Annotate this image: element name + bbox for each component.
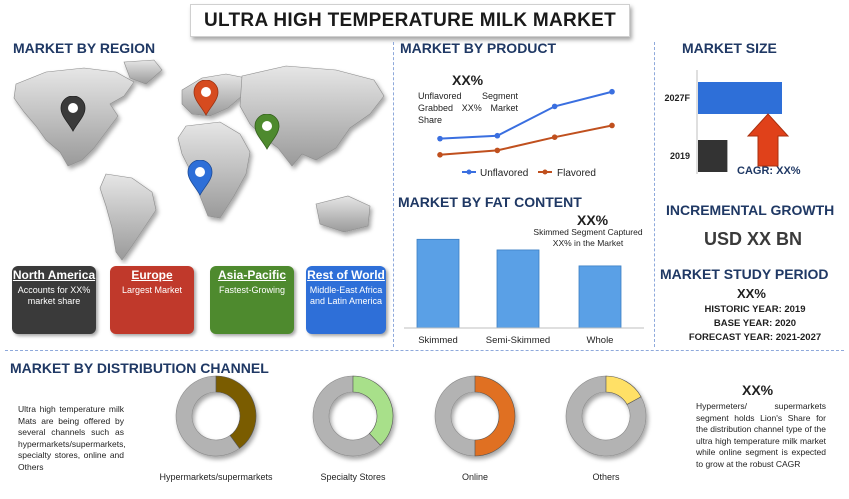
continent-australia: [315, 195, 371, 233]
distribution-intro: Ultra high temperature milk Mats are bei…: [18, 404, 126, 472]
product-line-chart: Unflavored Flavored: [437, 88, 615, 179]
region-desc: Fastest-Growing: [218, 284, 286, 295]
tick-label: Whole: [587, 335, 614, 346]
tick-label: Skimmed: [418, 335, 458, 346]
distribution-donuts: Hypermarkets/supermarkets Specialty Store…: [159, 375, 647, 482]
world-map: [13, 59, 385, 261]
donut-remainder-slice: [175, 375, 240, 457]
donut-remainder-slice: [434, 375, 476, 457]
series-line-flavored: [439, 124, 613, 156]
donut-online: [434, 375, 516, 457]
distribution-note: Hypermeters/ supermarkets segment holds …: [696, 401, 826, 469]
donut-hypermarkets-supermarkets: [175, 375, 257, 457]
pin-north-america-icon: [60, 96, 86, 132]
donut-label: Specialty Stores: [320, 472, 386, 482]
data-point-unflavored: [609, 88, 615, 95]
donut-remainder-slice: [312, 375, 381, 457]
continent-africa: [177, 121, 251, 219]
data-point-flavored: [437, 152, 443, 158]
bar-semi-skimmed: [496, 249, 540, 329]
donut-specialty-stores: [312, 375, 394, 457]
data-point-unflavored: [437, 135, 443, 142]
growth-value: USD XX BN: [704, 229, 803, 249]
continent-south-america: [99, 173, 157, 261]
tick-label: Semi-Skimmed: [486, 335, 550, 346]
region-desc: Middle-East Africa and Latin America: [309, 284, 383, 307]
fat-big-value: XX%: [577, 212, 609, 228]
region-card-europe[interactable]: Europe Largest Market: [110, 266, 194, 334]
divider-left: [393, 42, 394, 347]
product-heading: MARKET BY PRODUCT: [400, 40, 557, 56]
pin-europe-icon: [193, 80, 219, 116]
region-name: Rest of World: [307, 268, 385, 282]
data-point-flavored: [609, 122, 615, 129]
series-line-unflavored: [439, 90, 613, 140]
bar-skimmed: [416, 238, 460, 329]
donut-slice-hypermarkets-supermarkets: [215, 375, 257, 449]
distribution-heading: MARKET BY DISTRIBUTION CHANNEL: [10, 360, 269, 376]
pin-asia-pacific-icon: [254, 114, 280, 150]
data-point-flavored: [551, 134, 558, 140]
size-tick-label: 2027F: [664, 93, 690, 103]
forecast-year: FORECAST YEAR: 2021-2027: [688, 332, 822, 343]
title-banner: ULTRA HIGH TEMPERATURE MILK MARKET: [190, 4, 630, 37]
fat-bar-chart: Skimmed Semi-Skimmed Whole: [404, 238, 644, 346]
continent-greenland: [123, 59, 163, 85]
region-card-asia-pacific[interactable]: Asia-Pacific Fastest-Growing: [210, 266, 294, 334]
data-point-flavored: [494, 147, 501, 154]
region-desc: Largest Market: [121, 284, 183, 295]
donut-label: Hypermarkets/supermarkets: [159, 472, 273, 482]
growth-heading: INCREMENTAL GROWTH: [666, 202, 835, 218]
size-bar-2019: [698, 140, 728, 172]
region-name: North America: [12, 268, 96, 282]
legend-marker-unflavored: [466, 169, 472, 175]
study-heading: MARKET STUDY PERIOD: [660, 266, 829, 282]
cagr-label: CAGR: XX%: [737, 165, 801, 177]
region-card-north-america[interactable]: North America Accounts for XX% market sh…: [12, 266, 96, 334]
donut-others: [565, 375, 647, 457]
donut-slice-online: [474, 375, 516, 457]
fat-heading: MARKET BY FAT CONTENT: [398, 194, 582, 210]
growth-arrow-icon: [746, 113, 790, 167]
legend-marker-flavored: [542, 169, 548, 175]
pin-rest-of-world-icon: [187, 160, 213, 196]
region-name: Europe: [131, 268, 173, 282]
size-tick-label: 2019: [670, 151, 690, 161]
donut-slice-others: [605, 375, 642, 405]
size-bar-chart: 2027F 2019: [664, 70, 790, 174]
historic-year: HISTORIC YEAR: 2019: [704, 304, 806, 315]
data-point-unflavored: [494, 132, 501, 139]
donut-label: Online: [462, 472, 488, 482]
divider-horizontal: [5, 350, 844, 351]
page-title: ULTRA HIGH TEMPERATURE MILK MARKET: [204, 9, 616, 31]
product-big-value: XX%: [452, 72, 484, 88]
region-desc: Accounts for XX% market share: [17, 284, 91, 307]
fat-note: Skimmed Segment Captured XX% in the Mark…: [533, 227, 643, 248]
distribution-big-value: XX%: [742, 382, 774, 398]
legend-label-flavored: Flavored: [557, 168, 596, 179]
data-point-unflavored: [551, 103, 558, 110]
bar-whole: [578, 265, 622, 329]
divider-right: [654, 42, 655, 347]
donut-remainder-slice: [565, 375, 647, 457]
size-bar-2027f: [698, 82, 782, 114]
legend-label-unflavored: Unflavored: [480, 168, 528, 179]
region-card-rest-of-world[interactable]: Rest of World Middle-East Africa and Lat…: [306, 266, 386, 334]
base-year: BASE YEAR: 2020: [713, 318, 797, 329]
region-heading: MARKET BY REGION: [13, 40, 156, 56]
study-big-value: XX%: [737, 286, 766, 301]
size-heading: MARKET SIZE: [682, 40, 777, 56]
donut-slice-specialty-stores: [352, 375, 394, 446]
donut-label: Others: [592, 472, 620, 482]
region-name: Asia-Pacific: [217, 268, 287, 282]
product-note: Unflavored Segment Grabbed XX% Market Sh…: [418, 91, 518, 125]
